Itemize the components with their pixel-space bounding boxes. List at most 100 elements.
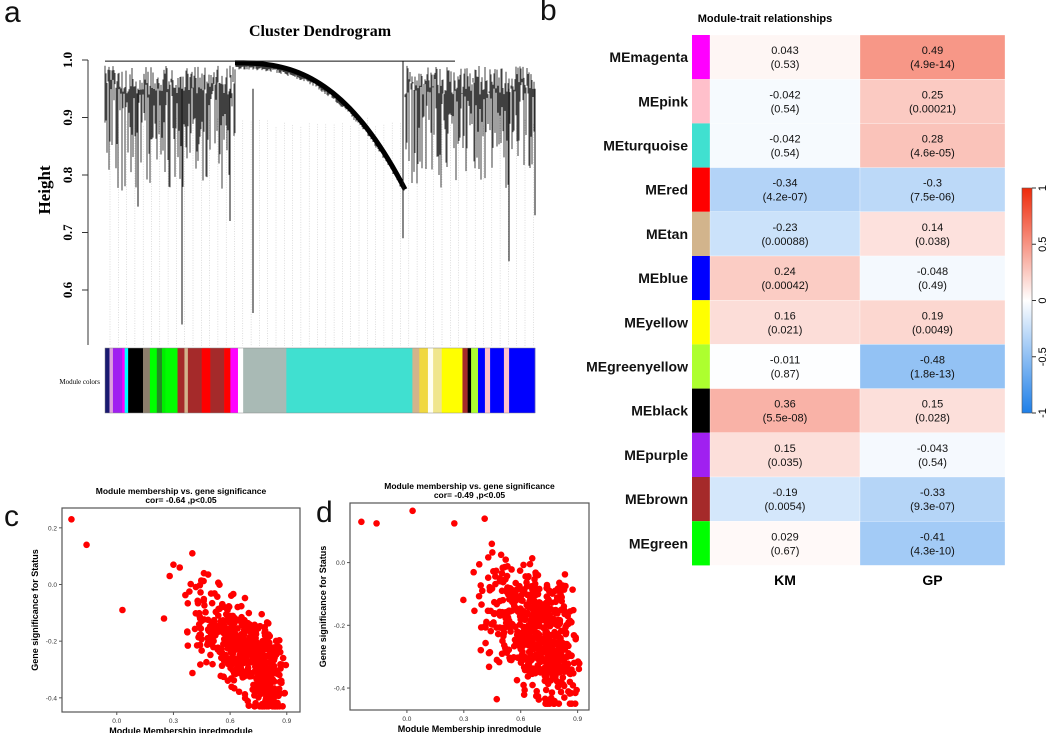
scatter-point	[529, 555, 536, 562]
scatter-point	[565, 661, 572, 668]
scatter-point	[477, 647, 484, 654]
scatter-point	[543, 673, 550, 680]
scatter-point	[527, 634, 534, 641]
scatter-point	[498, 551, 505, 558]
scatter-point	[482, 640, 489, 647]
scatter-point	[531, 621, 538, 628]
scatter-point	[507, 656, 514, 663]
x-tick-label: 0.6	[516, 716, 525, 723]
scatter-point	[568, 700, 575, 707]
scatter-point	[533, 693, 540, 700]
scatter-point	[521, 641, 528, 648]
scatter-point	[478, 601, 485, 608]
scatter-point	[499, 588, 506, 595]
scatter-point	[486, 650, 493, 657]
scatter-point	[523, 579, 530, 586]
scatter-point	[477, 582, 484, 589]
scatter-point	[525, 673, 532, 680]
scatter-point	[548, 643, 555, 650]
scatter-point	[500, 597, 507, 604]
scatter-point	[521, 691, 528, 698]
scatter-point	[506, 647, 513, 654]
scatter-point	[476, 593, 483, 600]
scatter-point	[490, 568, 497, 575]
scatter-point	[485, 554, 492, 561]
scatter-point	[493, 601, 500, 608]
scatter-point-outlier	[373, 520, 380, 527]
y-tick-label: 0.0	[336, 560, 345, 567]
scatter-point	[517, 567, 524, 574]
scatter-point	[543, 687, 550, 694]
scatter-point-outlier	[409, 508, 416, 515]
scatter-point	[562, 583, 569, 590]
scatter-point	[520, 682, 527, 689]
scatter-point	[476, 561, 483, 568]
x-tick-label: 0.9	[573, 716, 582, 723]
scatter-point	[555, 646, 562, 653]
y-tick-label: -0.4	[334, 686, 346, 693]
scatter-point	[543, 656, 550, 663]
scatter-point	[506, 607, 513, 614]
scatter-point	[533, 571, 540, 578]
scatter-point	[503, 620, 510, 627]
scatter-point	[566, 690, 573, 697]
scatter-point	[489, 585, 496, 592]
scatter-point	[524, 592, 531, 599]
scatter-point	[551, 653, 558, 660]
scatter-point	[576, 660, 583, 667]
scatter-point	[508, 566, 515, 573]
scatter-point	[558, 689, 565, 696]
scatter-point	[470, 569, 477, 576]
scatter-point	[494, 657, 501, 664]
scatter-point-outlier	[481, 515, 488, 522]
scatter-point	[508, 594, 515, 601]
scatter-point	[537, 652, 544, 659]
scatter-point	[543, 622, 550, 629]
scatter-point	[517, 621, 524, 628]
scatter-point	[486, 663, 493, 670]
scatter-point	[519, 651, 526, 658]
scatter-point	[564, 613, 571, 620]
scatter-point	[556, 638, 563, 645]
scatter-panel-d: Module membership vs. gene significancec…	[0, 0, 1052, 733]
scatter-point	[499, 609, 506, 616]
scatter-point	[534, 642, 541, 649]
scatter-point	[528, 612, 535, 619]
scatter-point	[548, 695, 555, 702]
scatter-point	[512, 605, 519, 612]
scatter-point	[571, 632, 578, 639]
scatter-point	[547, 663, 554, 670]
x-axis-label: Module Membership inredmodule	[398, 724, 542, 733]
scatter-point	[504, 584, 511, 591]
scatter-point	[529, 668, 536, 675]
scatter-point	[514, 677, 521, 684]
scatter-point	[573, 687, 580, 694]
scatter-point	[525, 573, 532, 580]
scatter-point	[562, 571, 569, 578]
scatter-point	[531, 603, 538, 610]
scatter-point	[542, 696, 549, 703]
y-tick-label: -0.2	[334, 623, 346, 630]
scatter-point	[535, 587, 542, 594]
scatter-point	[555, 666, 562, 673]
scatter-point	[557, 591, 564, 598]
x-tick-label: 0.0	[402, 716, 411, 723]
scatter-point	[527, 657, 534, 664]
scatter-point	[567, 679, 574, 686]
scatter-point	[561, 606, 568, 613]
scatter-point	[545, 596, 552, 603]
scatter-point	[485, 608, 492, 615]
scatter-point	[540, 608, 547, 615]
scatter-subtitle: cor= -0.49 ,p<0.05	[434, 490, 506, 500]
scatter-point	[549, 620, 556, 627]
scatter-point	[502, 576, 509, 583]
x-tick-label: 0.3	[459, 716, 468, 723]
scatter-point	[557, 618, 564, 625]
scatter-point	[502, 556, 509, 563]
figure: a b c d Cluster Dendrogram Height Module…	[0, 0, 1052, 733]
scatter-point	[527, 561, 534, 568]
scatter-point	[529, 682, 536, 689]
scatter-point	[482, 623, 489, 630]
scatter-point	[569, 586, 576, 593]
scatter-point	[490, 619, 497, 626]
